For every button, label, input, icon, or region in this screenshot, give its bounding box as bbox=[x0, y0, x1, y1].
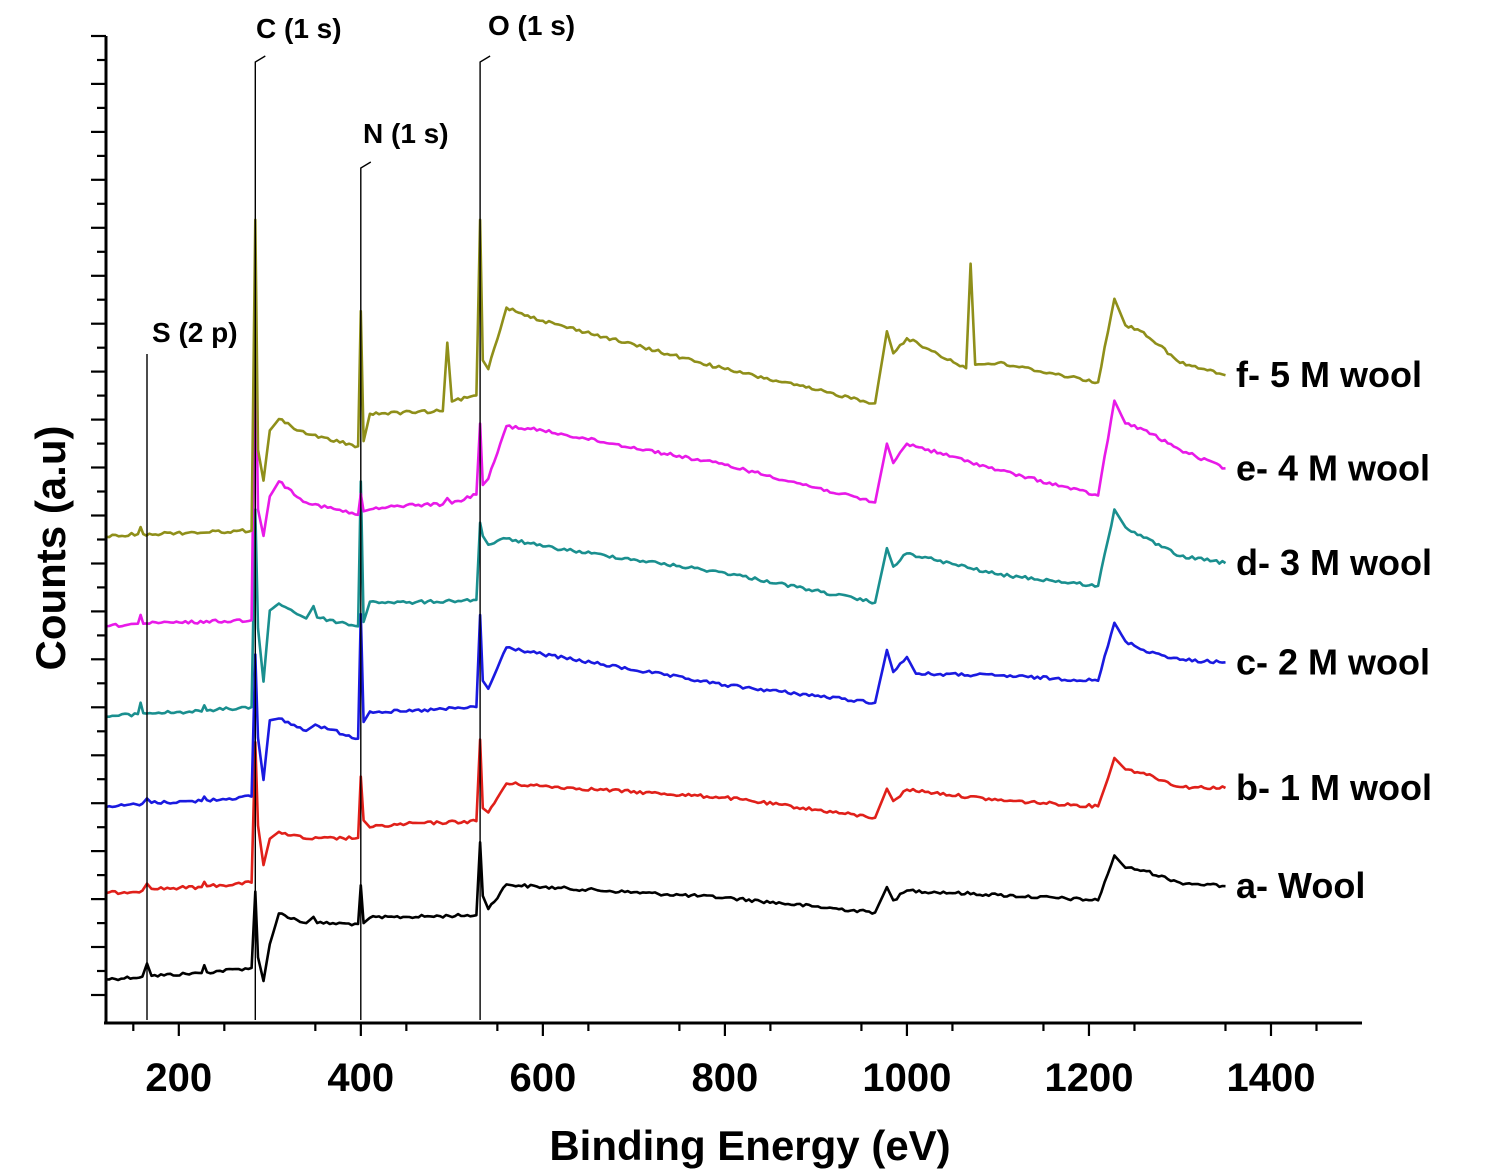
x-tick-label-2: 400 bbox=[327, 1056, 394, 1100]
peak-label-2: C (1 s) bbox=[256, 13, 342, 44]
x-tick-label-4: 800 bbox=[692, 1056, 759, 1100]
peak-annotations: S (2 p) C (1 s) N (1 s) O (1 s) bbox=[146, 10, 575, 1020]
series-line-3 bbox=[105, 612, 1226, 809]
series-line-4 bbox=[106, 480, 1227, 718]
peak-line-2 bbox=[254, 55, 266, 1020]
series-layer bbox=[105, 218, 1227, 983]
axes bbox=[104, 36, 1362, 1025]
peak-line-4 bbox=[479, 55, 491, 1020]
series-label-3: c- 2 M wool bbox=[1236, 641, 1430, 682]
series-label-6: f- 5 M wool bbox=[1236, 354, 1422, 395]
ticks: 200 400 600 800 1000 1200 1400 bbox=[91, 34, 1318, 1100]
series-labels: a- Wool b- 1 M wool c- 2 M wool d- 3 M wool… bbox=[1236, 354, 1432, 906]
x-tick-label-7: 1400 bbox=[1227, 1056, 1316, 1100]
peak-label-4: O (1 s) bbox=[488, 10, 575, 41]
x-axis-title: Binding Energy (eV) bbox=[549, 1122, 950, 1169]
series-label-4: d- 3 M wool bbox=[1236, 542, 1432, 583]
series-line-1 bbox=[105, 841, 1226, 983]
series-label-5: e- 4 M wool bbox=[1236, 447, 1430, 488]
x-tick-label-1: 200 bbox=[145, 1056, 212, 1100]
x-tick-label-6: 1200 bbox=[1045, 1056, 1134, 1100]
x-tick-label-5: 1000 bbox=[862, 1056, 951, 1100]
y-axis-title: Counts (a.u) bbox=[27, 426, 74, 671]
series-label-2: b- 1 M wool bbox=[1236, 767, 1432, 808]
peak-label-3: N (1 s) bbox=[363, 118, 449, 149]
x-tick-label-3: 600 bbox=[510, 1056, 577, 1100]
series-line-2 bbox=[105, 738, 1227, 896]
series-line-5 bbox=[105, 325, 1226, 628]
peak-line-3 bbox=[360, 161, 372, 1020]
peak-label-1: S (2 p) bbox=[152, 317, 238, 348]
series-line-6 bbox=[105, 218, 1226, 539]
series-label-1: a- Wool bbox=[1236, 865, 1365, 906]
